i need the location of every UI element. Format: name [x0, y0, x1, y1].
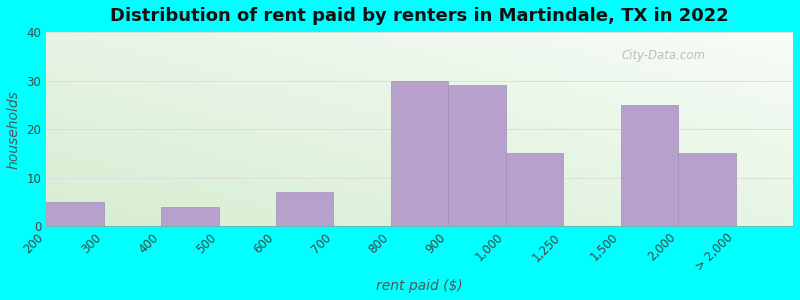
Title: Distribution of rent paid by renters in Martindale, TX in 2022: Distribution of rent paid by renters in …	[110, 7, 729, 25]
Bar	[448, 85, 506, 226]
Bar	[391, 81, 448, 226]
Bar	[161, 207, 218, 226]
Bar	[621, 105, 678, 226]
Bar	[678, 153, 736, 226]
Bar	[46, 202, 104, 226]
Bar	[506, 153, 563, 226]
X-axis label: rent paid ($): rent paid ($)	[376, 279, 463, 293]
Y-axis label: households: households	[7, 90, 21, 169]
Text: City-Data.com: City-Data.com	[622, 49, 706, 62]
Bar	[276, 192, 334, 226]
